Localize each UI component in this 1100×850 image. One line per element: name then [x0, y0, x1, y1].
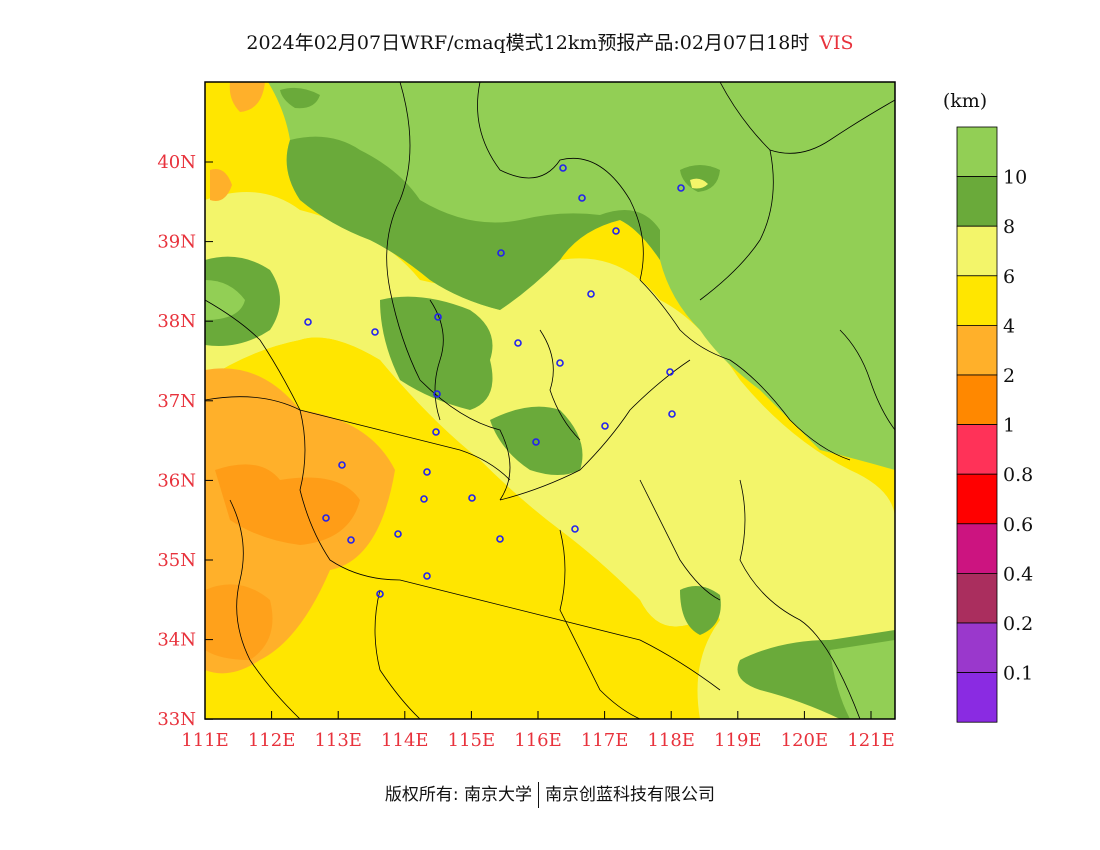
- lon-tick-label: 119E: [714, 730, 762, 751]
- city-marker-icon: [556, 359, 564, 367]
- city-markers: [304, 164, 685, 598]
- lon-tick-label: 114E: [381, 730, 429, 751]
- city-marker-icon: [433, 390, 441, 398]
- colorbar-level-label: 0.6: [1003, 514, 1033, 536]
- map-title: 2024年02月07日WRF/cmaq模式12km预报产品:02月07日18时 V…: [0, 28, 1100, 55]
- city-marker-icon: [468, 494, 476, 502]
- colorbar-level-label: 0.4: [1003, 563, 1033, 585]
- city-marker-icon: [432, 428, 440, 436]
- lon-tick-label: 111E: [181, 730, 229, 751]
- colorbar-level-label: 0.1: [1003, 663, 1033, 685]
- city-marker-icon: [578, 194, 586, 202]
- colorbar-swatch: [956, 324, 998, 376]
- colorbar-level-label: 1: [1003, 415, 1015, 437]
- city-marker-icon: [601, 422, 609, 430]
- city-marker-icon: [322, 514, 330, 522]
- colorbar-level-label: 10: [1003, 167, 1027, 189]
- colorbar-swatch: [956, 473, 998, 525]
- boundary-lines: [205, 82, 895, 719]
- city-marker-icon: [587, 290, 595, 298]
- city-marker-icon: [338, 461, 346, 469]
- colorbar-swatch: [956, 225, 998, 277]
- title-main: 2024年02月07日WRF/cmaq模式12km预报产品:02月07日18时: [246, 32, 810, 54]
- lon-tick-label: 113E: [314, 730, 362, 751]
- lon-tick-label: 117E: [581, 730, 629, 751]
- footer-company: 南京创蓝科技有限公司: [545, 785, 716, 805]
- colorbar-swatch: [956, 672, 998, 723]
- colorbar: 10 8 6 4 2 1 0.8 0.6 0.4 0.2 0.1: [956, 126, 1033, 723]
- city-marker-icon: [434, 313, 442, 321]
- footer-separator: [538, 782, 540, 808]
- colorbar-swatch: [956, 126, 998, 177]
- city-marker-icon: [559, 164, 567, 172]
- colorbar-swatch: [956, 176, 998, 227]
- title-variable: VIS: [819, 32, 854, 54]
- city-marker-icon: [571, 525, 579, 533]
- colorbar-swatch: [956, 424, 998, 475]
- lon-tick-label: 115E: [448, 730, 496, 751]
- colorbar-level-label: 4: [1003, 315, 1015, 337]
- city-marker-icon: [376, 590, 384, 598]
- city-marker-icon: [423, 468, 431, 476]
- city-marker-icon: [423, 572, 431, 580]
- lat-tick-label: 34N: [157, 630, 196, 651]
- city-marker-icon: [666, 368, 674, 376]
- city-marker-icon: [532, 438, 540, 446]
- city-marker-icon: [420, 495, 428, 503]
- colorbar-swatch: [956, 374, 998, 425]
- latitude-axis: 40N 39N 38N 37N 36N 35N 34N 33N: [157, 152, 213, 730]
- city-marker-icon: [612, 227, 620, 235]
- lon-tick-label: 120E: [781, 730, 829, 751]
- colorbar-level-label: 0.2: [1003, 613, 1033, 635]
- city-marker-icon: [497, 249, 505, 257]
- lat-tick-label: 39N: [157, 232, 196, 253]
- colorbar-level-label: 6: [1003, 266, 1015, 288]
- colorbar-level-label: 8: [1003, 216, 1015, 238]
- lon-tick-label: 116E: [514, 730, 562, 751]
- colorbar-swatch: [956, 573, 998, 624]
- footer-copyright: 版权所有: 南京大学: [384, 785, 533, 805]
- colorbar-swatch: [956, 622, 998, 673]
- lat-tick-label: 33N: [157, 709, 196, 730]
- colorbar-unit: (km): [943, 90, 987, 112]
- city-marker-icon: [394, 530, 402, 538]
- footer: 版权所有: 南京大学 南京创蓝科技有限公司: [0, 780, 1100, 808]
- colorbar-level-label: 0.8: [1003, 464, 1033, 486]
- lon-tick-label: 118E: [647, 730, 695, 751]
- colorbar-swatch: [956, 275, 998, 326]
- city-marker-icon: [371, 328, 379, 336]
- lat-tick-label: 36N: [157, 470, 196, 491]
- city-marker-icon: [347, 536, 355, 544]
- city-marker-icon: [514, 339, 522, 347]
- colorbar-swatch: [956, 523, 998, 574]
- lon-tick-label: 112E: [248, 730, 296, 751]
- lat-tick-label: 37N: [157, 391, 196, 412]
- lat-tick-label: 40N: [157, 152, 196, 173]
- city-marker-icon: [304, 318, 312, 326]
- city-marker-icon: [496, 535, 504, 543]
- longitude-axis: 111E 112E 113E 114E 115E 116E 117E 118E 119E 120E…: [181, 711, 895, 751]
- colorbar-level-label: 2: [1003, 365, 1015, 387]
- city-marker-icon: [668, 410, 676, 418]
- visibility-field: [205, 82, 895, 719]
- city-marker-icon: [677, 184, 685, 192]
- lat-tick-label: 38N: [157, 311, 196, 332]
- lat-tick-label: 35N: [157, 550, 196, 571]
- lon-tick-label: 121E: [847, 730, 895, 751]
